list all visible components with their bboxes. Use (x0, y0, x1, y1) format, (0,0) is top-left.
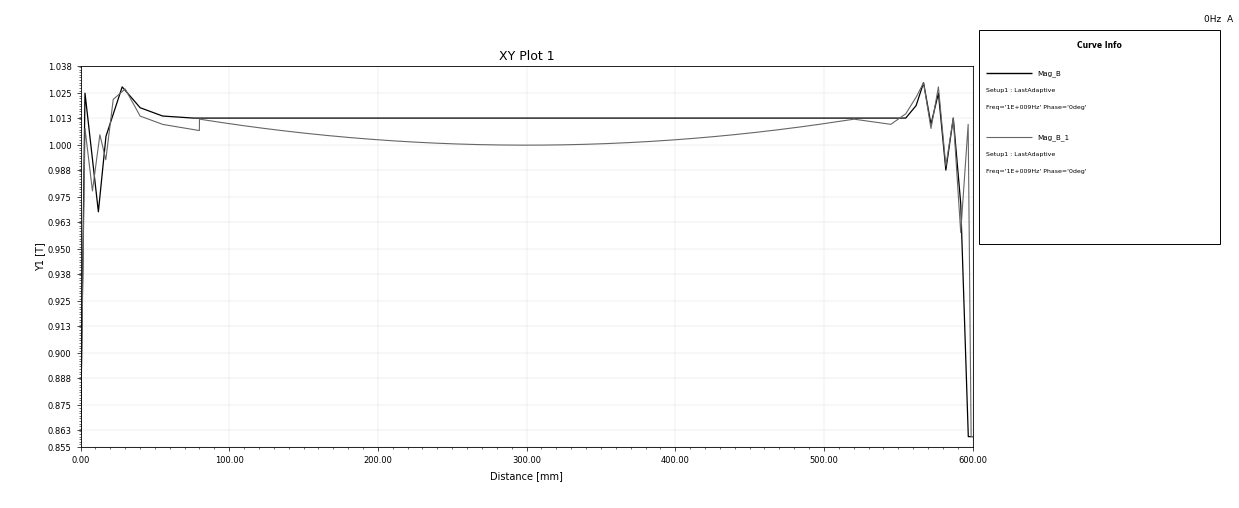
Text: Curve Info: Curve Info (1077, 41, 1123, 50)
Text: Setup1 : LastAdaptive: Setup1 : LastAdaptive (986, 152, 1056, 157)
Text: Mag_B_1: Mag_B_1 (1037, 134, 1069, 141)
Text: Freq='1E+009Hz' Phase='0deg': Freq='1E+009Hz' Phase='0deg' (986, 169, 1087, 174)
Y-axis label: Y1 [T]: Y1 [T] (35, 242, 45, 271)
Text: Mag_B: Mag_B (1037, 70, 1061, 77)
Text: Freq='1E+009Hz' Phase='0deg': Freq='1E+009Hz' Phase='0deg' (986, 105, 1087, 110)
Text: 0Hz  A: 0Hz A (1203, 15, 1233, 24)
Title: XY Plot 1: XY Plot 1 (499, 50, 554, 64)
X-axis label: Distance [mm]: Distance [mm] (491, 470, 563, 481)
Text: Setup1 : LastAdaptive: Setup1 : LastAdaptive (986, 88, 1056, 93)
FancyBboxPatch shape (979, 30, 1220, 244)
